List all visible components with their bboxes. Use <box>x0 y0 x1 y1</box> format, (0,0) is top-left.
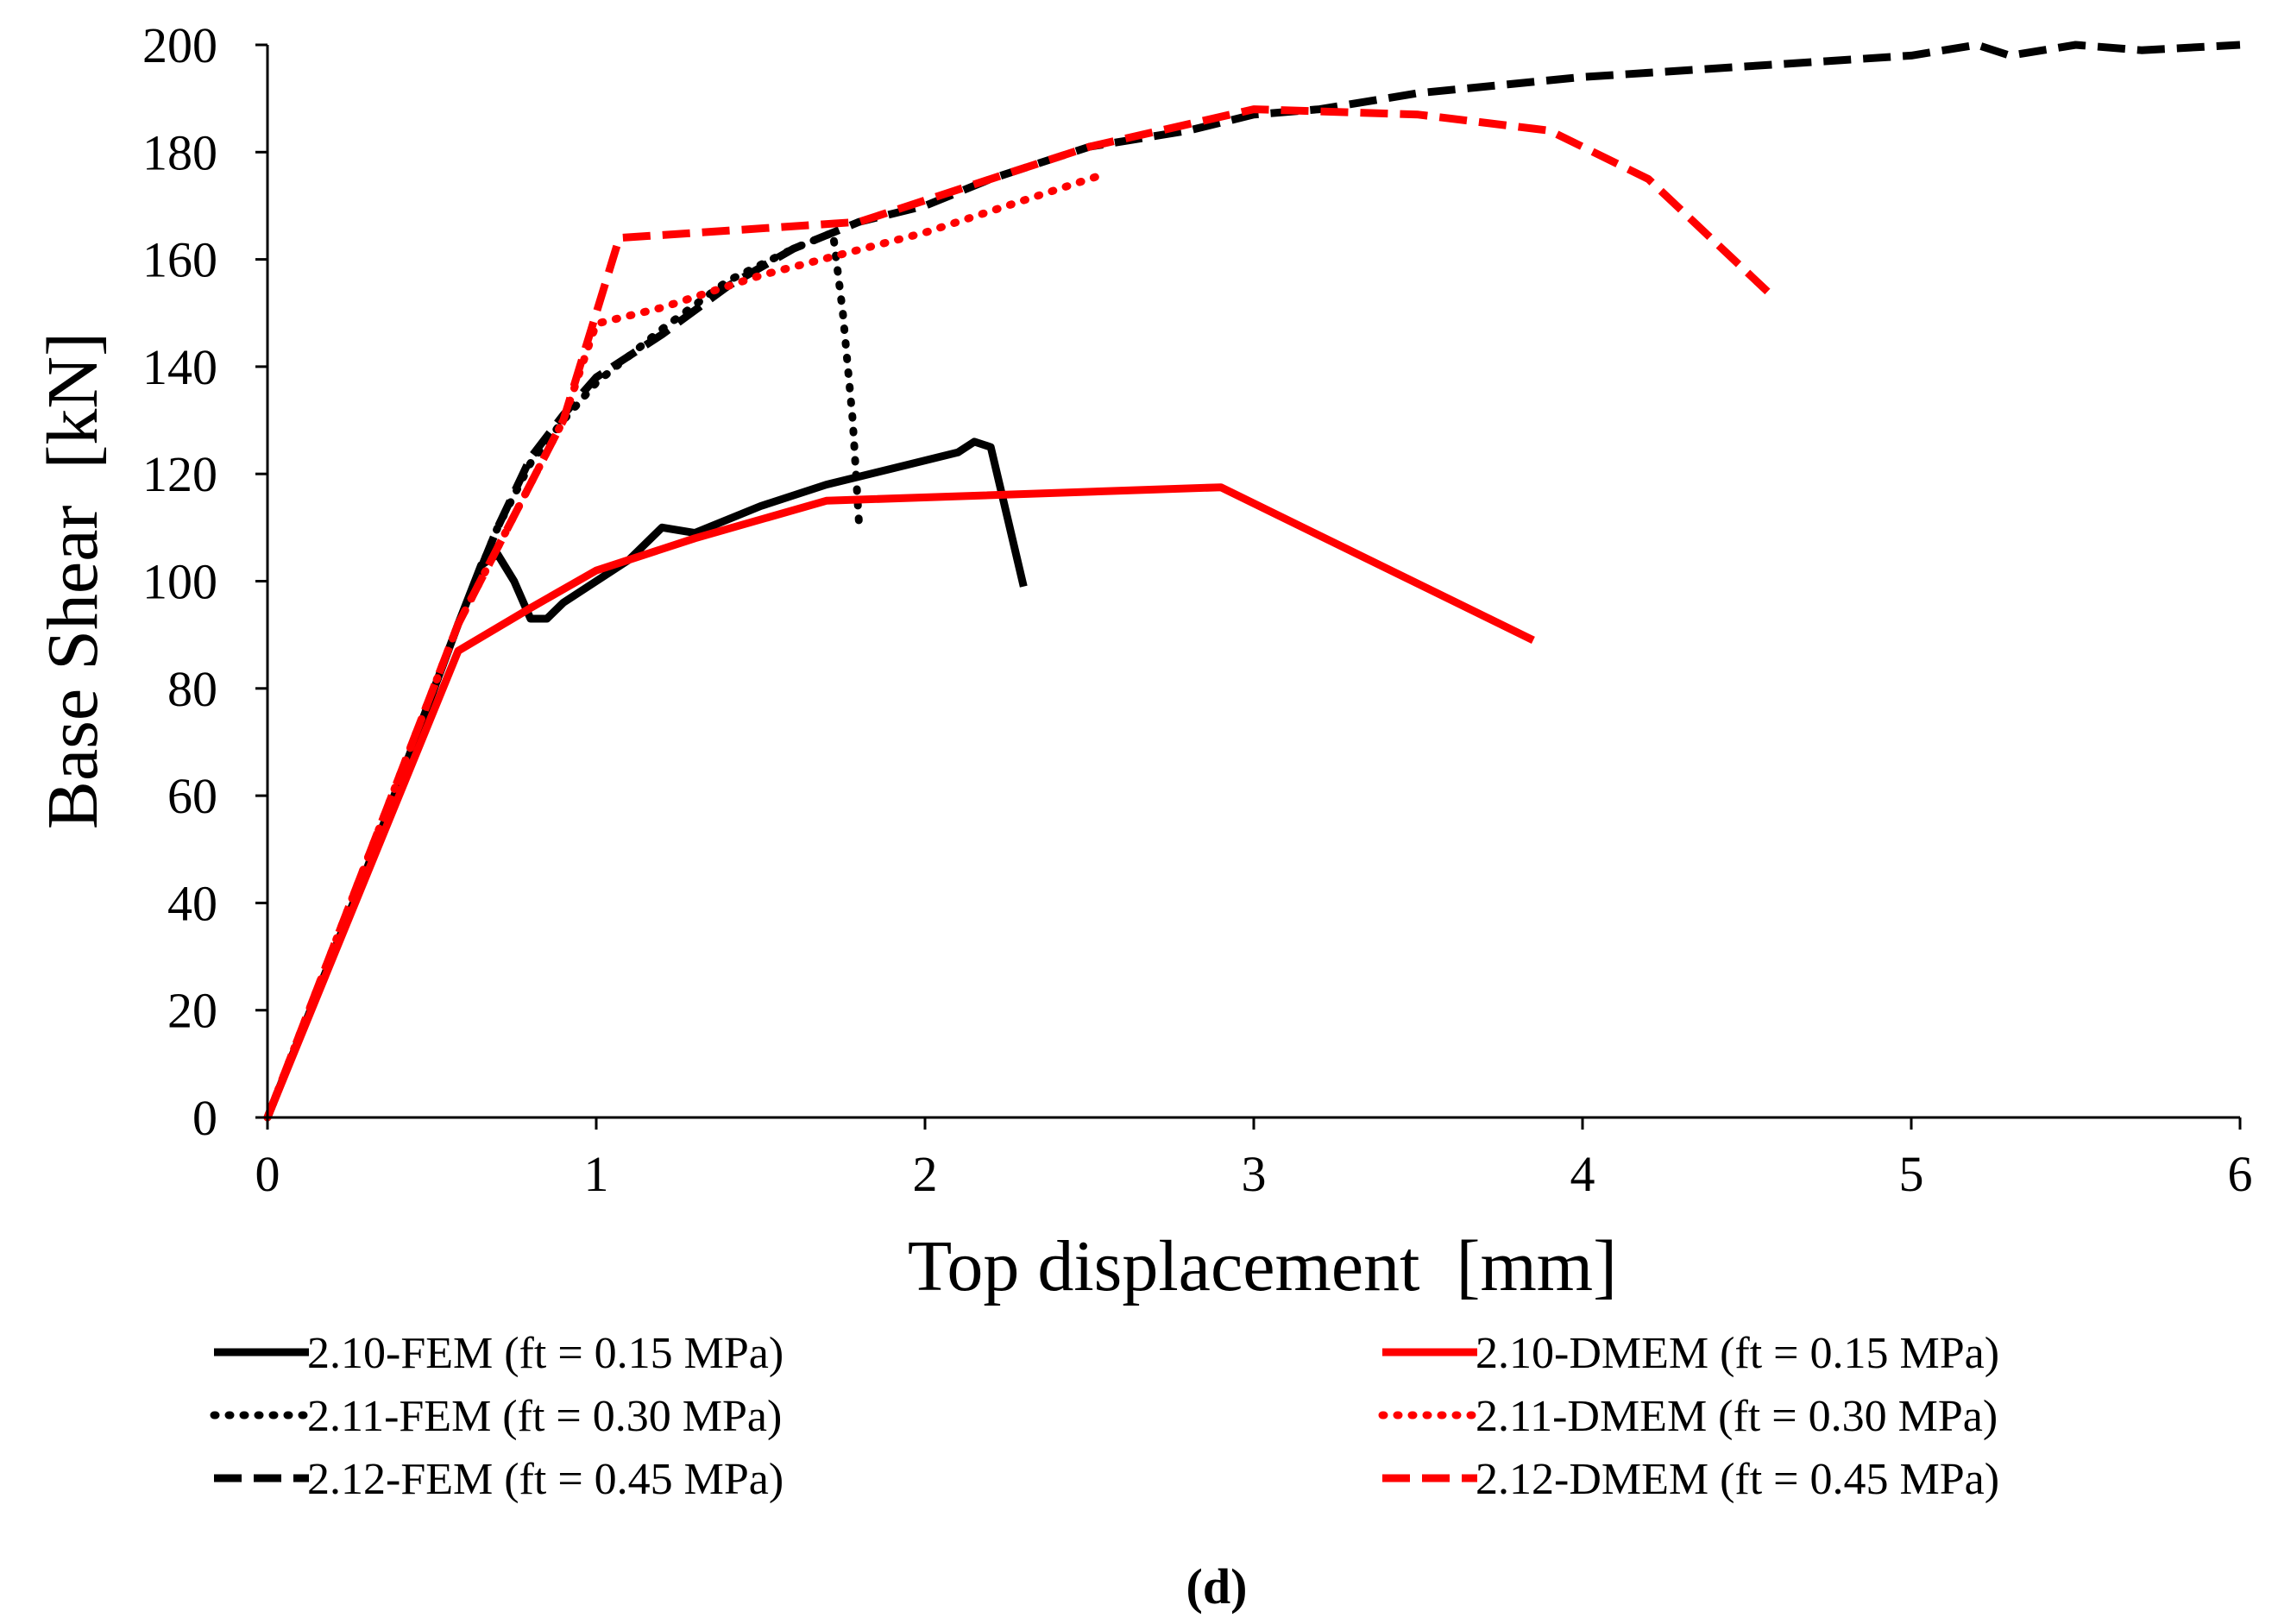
y-tick-label: 120 <box>142 446 217 502</box>
legend-label-3: 2.12-FEM (ft = 0.45 MPa) <box>307 1455 783 1504</box>
figure-caption: (d) <box>1186 1558 1248 1615</box>
y-tick-label: 180 <box>142 124 217 180</box>
series-line-6 <box>263 105 1777 1119</box>
legend-label-4: 2.10-DMEM (ft = 0.15 MPa) <box>1476 1329 1999 1378</box>
x-tick-label: 1 <box>584 1146 609 1202</box>
y-tick-label: 0 <box>192 1090 217 1146</box>
legend-label-1: 2.10-FEM (ft = 0.15 MPa) <box>307 1329 783 1378</box>
legend-label-6: 2.12-DMEM (ft = 0.45 MPa) <box>1476 1455 1999 1504</box>
x-tick-label: 5 <box>1899 1146 1924 1202</box>
legend: 2.10-FEM (ft = 0.15 MPa) 2.11-FEM (ft = 0… <box>210 1329 1999 1504</box>
axes <box>266 45 2240 1119</box>
x-tick-label: 2 <box>913 1146 938 1202</box>
y-axis-title: Base Shear [kN] <box>33 332 113 829</box>
x-ticks: 0 1 2 3 4 5 6 <box>255 1117 2253 1202</box>
series-line-1 <box>263 437 1028 1119</box>
plot-lines <box>263 41 2241 1122</box>
y-ticks: 0 20 40 60 80 100 120 140 160 180 200 <box>142 17 267 1146</box>
y-tick-label: 80 <box>167 661 217 717</box>
x-tick-label: 6 <box>2228 1146 2253 1202</box>
series-line-5 <box>263 169 1110 1122</box>
legend-label-2: 2.11-FEM (ft = 0.30 MPa) <box>307 1392 782 1441</box>
y-tick-label: 160 <box>142 232 217 288</box>
legend-label-5: 2.11-DMEM (ft = 0.30 MPa) <box>1476 1392 1998 1441</box>
y-tick-label: 20 <box>167 983 217 1039</box>
y-tick-label: 200 <box>142 17 217 73</box>
y-tick-label: 140 <box>142 339 217 395</box>
series-line-3 <box>263 41 2241 1119</box>
y-tick-label: 100 <box>142 554 217 610</box>
x-tick-label: 0 <box>255 1146 280 1202</box>
series-line-4 <box>263 483 1535 1119</box>
x-tick-label: 4 <box>1570 1146 1595 1202</box>
x-axis-title: Top displacement [mm] <box>908 1226 1617 1306</box>
y-tick-label: 60 <box>167 768 217 824</box>
x-tick-label: 3 <box>1242 1146 1267 1202</box>
y-tick-label: 40 <box>167 875 217 931</box>
series-line-2 <box>263 229 864 1122</box>
